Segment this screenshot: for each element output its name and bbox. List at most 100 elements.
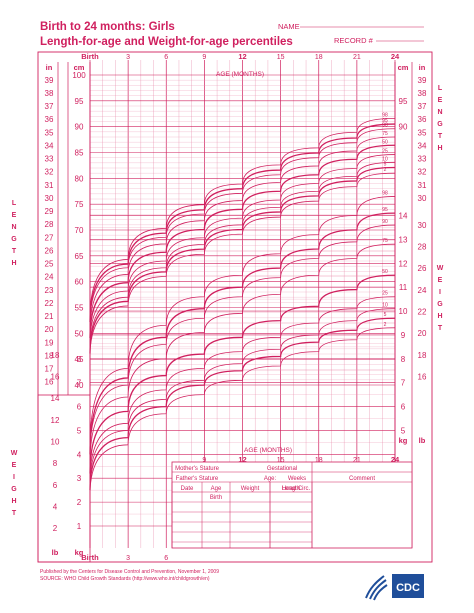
length-percentile-curve — [89, 123, 396, 322]
in-tick-label-left: 25 — [45, 260, 54, 269]
lower-left-box — [37, 394, 91, 563]
length-percentile-curve — [89, 166, 396, 354]
in-tick-label-left: 34 — [45, 141, 54, 150]
age-tick-label-lower: 15 — [277, 457, 285, 464]
birth-row-label: Birth — [210, 495, 222, 501]
in-tick-label-left: 19 — [45, 338, 54, 347]
comment-label: Comment — [349, 476, 375, 482]
percentile-label: 50 — [382, 139, 388, 145]
in-tick-label-right: 30 — [418, 194, 427, 203]
weight-axis-letter-left: W — [11, 450, 18, 457]
in-tick-label-left: 27 — [45, 233, 54, 242]
length-percentile-curve — [89, 154, 396, 345]
cm-tick-label-left: 50 — [75, 329, 84, 338]
cm-tick-label-left: 40 — [75, 381, 84, 390]
lb-unit-label-left: lb — [52, 548, 59, 557]
weeks-label: Weeks — [288, 476, 306, 482]
in-tick-label-right: 31 — [418, 181, 427, 190]
kg-tick-label-left: 5 — [77, 426, 82, 435]
in-tick-label-right: 33 — [418, 155, 427, 164]
percentile-label: 25 — [382, 291, 388, 297]
kg-tick-label-right: 7 — [401, 379, 406, 388]
weight-axis-letter-left: H — [11, 498, 16, 505]
age-tick-label-top: 3 — [126, 54, 130, 61]
lb-tick-label-right: 22 — [418, 308, 427, 317]
mother-stature-label: Mother's Stature — [175, 466, 219, 472]
chart-title-line1: Birth to 24 months: Girls — [40, 21, 175, 33]
weight-axis-letter-right: E — [438, 277, 443, 284]
length-axis-letter-left: T — [12, 248, 17, 255]
length-axis-letter-right: L — [438, 85, 443, 92]
kg-tick-label-right: 6 — [401, 403, 406, 412]
kg-tick-label-left: 4 — [77, 450, 82, 459]
age-tick-label-top: 9 — [202, 54, 206, 61]
weight-axis-letter-right: I — [439, 289, 441, 296]
kg-tick-label-right: 8 — [401, 355, 406, 364]
percentile-label: 5 — [384, 161, 387, 167]
lb-unit-label-right: lb — [419, 436, 426, 445]
kg-tick-label-left: 1 — [77, 522, 82, 531]
percentile-label: 95 — [382, 118, 388, 124]
lb-tick-label-right: 28 — [418, 243, 427, 252]
percentile-label: 90 — [382, 123, 388, 129]
length-percentile-curve — [89, 136, 396, 332]
length-percentile-curve — [89, 172, 396, 358]
cm-tick-label-left: 75 — [75, 200, 84, 209]
age-tick-label-bottom: 6 — [164, 555, 168, 562]
lb-tick-label-right: 16 — [418, 373, 427, 382]
percentile-label: 2 — [384, 167, 387, 173]
length-percentile-curve — [89, 144, 396, 338]
weight-percentile-curve — [89, 274, 396, 474]
in-tick-label-right: 32 — [418, 168, 427, 177]
cm-tick-label-left: 80 — [75, 174, 84, 183]
cm-tick-label-left: 70 — [75, 226, 84, 235]
in-tick-label-right: 37 — [418, 102, 427, 111]
length-axis-letter-left: H — [11, 260, 16, 267]
chart-frame — [37, 51, 433, 563]
age-axis-label-lower: AGE (MONTHS) — [244, 447, 292, 454]
length-axis-letter-right: H — [437, 145, 442, 152]
weight-axis-letter-right: G — [437, 301, 443, 308]
percentile-label: 25 — [382, 149, 388, 155]
lb-tick-label-right: 24 — [418, 286, 427, 295]
age-tick-label-lower: 9 — [202, 457, 206, 464]
percentile-label: 10 — [382, 303, 388, 309]
lb-tick-label-left: 6 — [53, 481, 58, 490]
in-tick-label-left: 24 — [45, 273, 54, 282]
percentile-label: 10 — [382, 156, 388, 162]
cm-unit-label-right: cm — [398, 63, 409, 72]
in-tick-label-right: 38 — [418, 89, 427, 98]
in-tick-label-left: 22 — [45, 299, 54, 308]
age-tick-label-top: 15 — [277, 54, 285, 61]
age-tick-label-lower: 12 — [238, 455, 246, 464]
percentile-label: 90 — [382, 219, 388, 225]
weight-axis-letter-left: T — [12, 510, 17, 517]
kg-tick-label-right: 5 — [401, 426, 406, 435]
lb-tick-label-left: 2 — [53, 524, 58, 533]
age-tick-label-top: 21 — [353, 54, 361, 61]
weight-percentile-curve — [89, 308, 396, 486]
kg-tick-label-left: 6 — [77, 403, 82, 412]
kg-tick-label-left: 3 — [77, 474, 82, 483]
percentile-label: 95 — [382, 207, 388, 213]
cm-tick-label-left: 95 — [75, 97, 84, 106]
in-tick-label-left: 29 — [45, 207, 54, 216]
age-label: Age: — [264, 476, 277, 482]
weight-percentile-curve — [89, 243, 396, 464]
kg-tick-label-right: 9 — [401, 331, 406, 340]
cm-tick-label-left: 60 — [75, 278, 84, 287]
age-tick-label-bottom: 3 — [126, 555, 130, 562]
measurement-table — [171, 461, 413, 549]
lb-tick-label-left: 10 — [51, 438, 60, 447]
percentile-label: 5 — [384, 312, 387, 318]
in-tick-label-left: 21 — [45, 312, 54, 321]
in-unit-label: in — [46, 63, 53, 72]
in-tick-label-right: 36 — [418, 115, 427, 124]
weight-percentile-curve — [89, 224, 396, 457]
in-tick-label-left: 36 — [45, 115, 54, 124]
percentile-label: 75 — [382, 238, 388, 244]
age-axis-label-upper: AGE (MONTHS) — [216, 71, 264, 78]
cm-tick-label-right: 95 — [399, 97, 408, 106]
weight-axis-letter-right: W — [437, 265, 444, 272]
length-axis-letter-left: N — [11, 224, 16, 231]
